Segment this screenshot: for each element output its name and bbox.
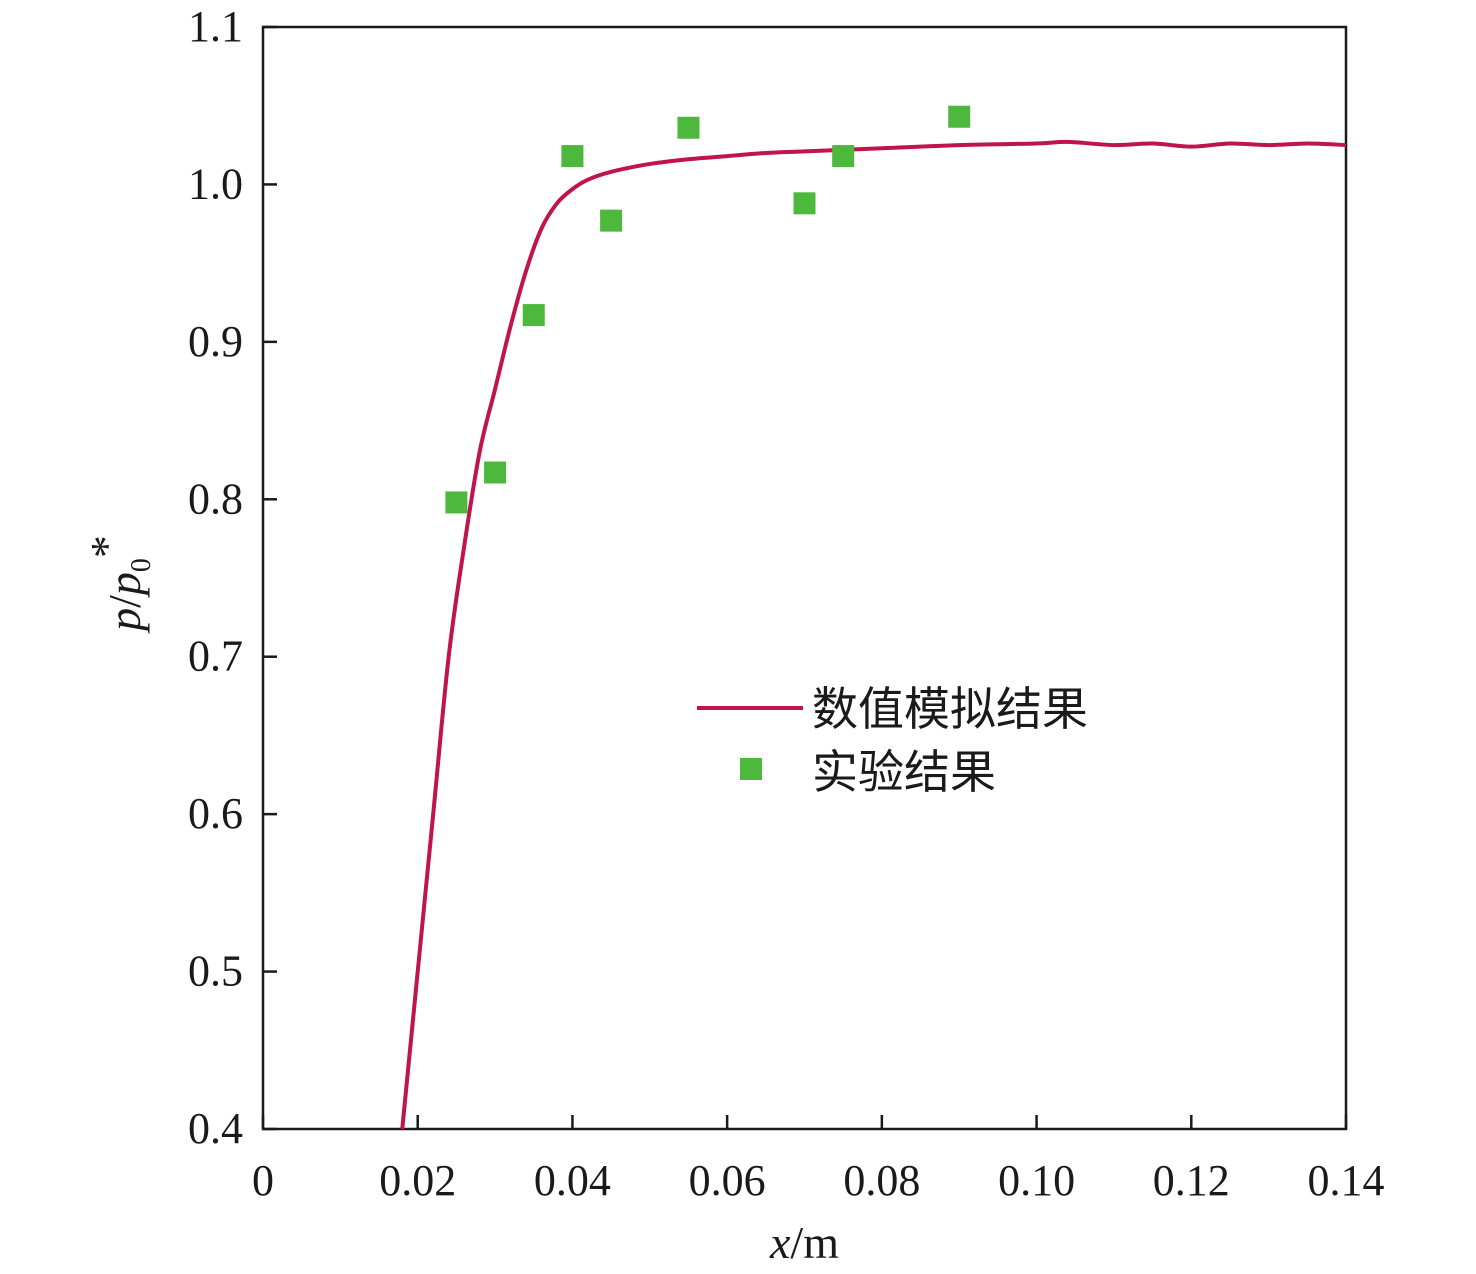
x-axis-title: x/m bbox=[769, 1217, 839, 1268]
legend-square-swatch bbox=[740, 758, 762, 780]
y-axis-sup: * bbox=[81, 535, 132, 558]
y-axis-sep: / bbox=[99, 595, 150, 608]
data-point-experiment bbox=[522, 304, 545, 327]
legend-label-line: 数值模拟结果 bbox=[812, 682, 1088, 736]
y-tick-label: 0.9 bbox=[188, 317, 243, 366]
y-tick-label: 0.6 bbox=[188, 789, 243, 838]
data-point-experiment bbox=[832, 145, 855, 168]
series-line-simulation bbox=[400, 139, 1347, 1130]
x-tick-label: 0.12 bbox=[1153, 1156, 1230, 1205]
x-axis-unit: /m bbox=[790, 1217, 839, 1268]
y-axis-title: p/p0* bbox=[81, 535, 157, 634]
data-point-experiment bbox=[793, 192, 816, 215]
y-axis-var: p bbox=[99, 608, 150, 634]
y-tick-label: 1.0 bbox=[188, 159, 243, 208]
plot-frame bbox=[261, 25, 1348, 1131]
x-tick-label: 0.08 bbox=[843, 1156, 920, 1205]
x-tick-label: 0.02 bbox=[379, 1156, 456, 1205]
data-point-experiment bbox=[677, 116, 700, 139]
y-tick-label: 1.1 bbox=[188, 2, 243, 51]
data-point-experiment bbox=[484, 461, 507, 484]
y-axis-sub: 0 bbox=[126, 558, 157, 572]
data-series bbox=[400, 105, 1347, 1130]
axis-ticks bbox=[261, 25, 1348, 1131]
data-point-experiment bbox=[561, 145, 584, 168]
x-tick-label: 0.10 bbox=[998, 1156, 1075, 1205]
y-tick-label: 0.4 bbox=[188, 1104, 243, 1153]
legend-label-scatter: 实验结果 bbox=[812, 745, 996, 799]
y-tick-label: 0.8 bbox=[188, 474, 243, 523]
axis-tick-labels: 0 0.02 0.04 0.06 0.08 0.10 0.12 0.14 0.4 0.5 0.6 0.… bbox=[188, 2, 1385, 1205]
x-tick-label: 0 bbox=[252, 1156, 274, 1205]
x-axis-var: x bbox=[769, 1217, 791, 1268]
y-tick-label: 0.7 bbox=[188, 632, 243, 681]
x-tick-label: 0.06 bbox=[689, 1156, 766, 1205]
x-tick-label: 0.04 bbox=[534, 1156, 611, 1205]
legend: 数值模拟结果 实验结果 bbox=[697, 682, 1088, 799]
y-axis-var2: p bbox=[99, 572, 150, 598]
x-tick-label: 0.14 bbox=[1308, 1156, 1385, 1205]
data-point-experiment bbox=[948, 105, 971, 128]
data-point-experiment bbox=[445, 491, 468, 514]
data-point-experiment bbox=[600, 209, 623, 232]
y-tick-label: 0.5 bbox=[188, 947, 243, 996]
